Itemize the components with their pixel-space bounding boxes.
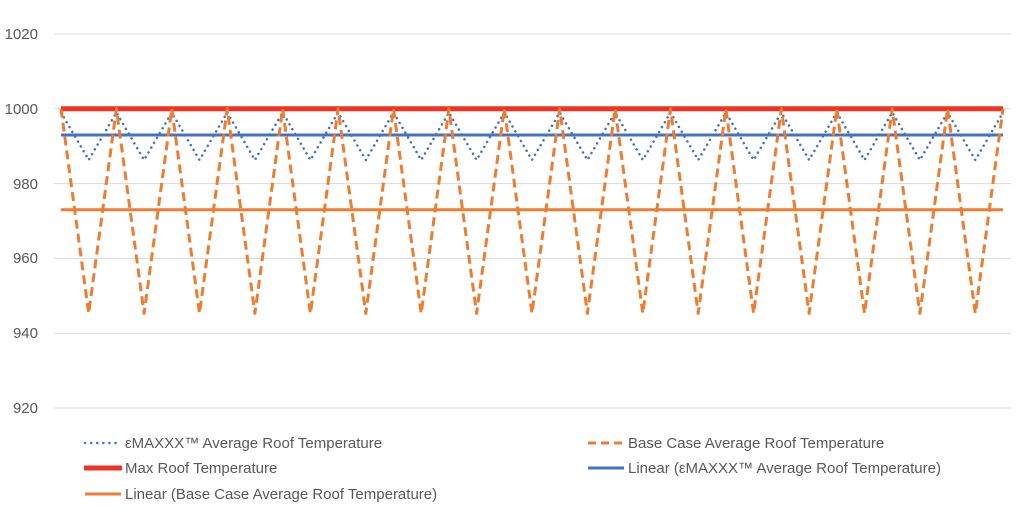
series-base-case-average-roof-temperature xyxy=(59,107,1005,315)
series-maxxx-average-roof-temperature xyxy=(59,111,1005,162)
dashed-line-swatch-icon xyxy=(587,439,625,447)
y-tick-980: 980 xyxy=(13,176,38,193)
y-tick-940: 940 xyxy=(13,325,38,342)
y-tick-1020: 1020 xyxy=(5,26,38,43)
y-tick-960: 960 xyxy=(13,250,38,267)
gridlines xyxy=(54,33,1011,409)
solid-line-swatch-icon xyxy=(84,490,122,498)
legend-label: Linear (Base Case Average Roof Temperatu… xyxy=(125,485,438,503)
plot-series xyxy=(59,106,1005,315)
legend-item-linear-base-case[interactable]: Linear (Base Case Average Roof Temperatu… xyxy=(84,484,437,504)
legend-item-emaxxx-average[interactable]: εMAXXX™ Average Roof Temperature xyxy=(84,433,382,453)
y-tick-920: 920 xyxy=(13,400,38,417)
legend-item-max-roof-temperature[interactable]: Max Roof Temperature xyxy=(84,458,277,478)
legend-item-base-case-average[interactable]: Base Case Average Roof Temperature xyxy=(587,433,884,453)
legend-label: Base Case Average Roof Temperature xyxy=(628,434,885,452)
legend-label: Max Roof Temperature xyxy=(125,459,278,477)
y-axis-tick-labels: 1020 1000 980 960 940 920 xyxy=(5,26,38,417)
y-tick-1000: 1000 xyxy=(5,101,38,118)
legend-item-linear-emaxxx[interactable]: Linear (εMAXXX™ Average Roof Temperature… xyxy=(587,458,941,478)
thick-line-swatch-icon xyxy=(84,464,122,472)
solid-line-swatch-icon xyxy=(587,464,625,472)
legend-label: εMAXXX™ Average Roof Temperature xyxy=(125,434,383,452)
dotted-line-swatch-icon xyxy=(84,439,122,447)
legend-label: Linear (εMAXXX™ Average Roof Temperature… xyxy=(628,459,941,477)
